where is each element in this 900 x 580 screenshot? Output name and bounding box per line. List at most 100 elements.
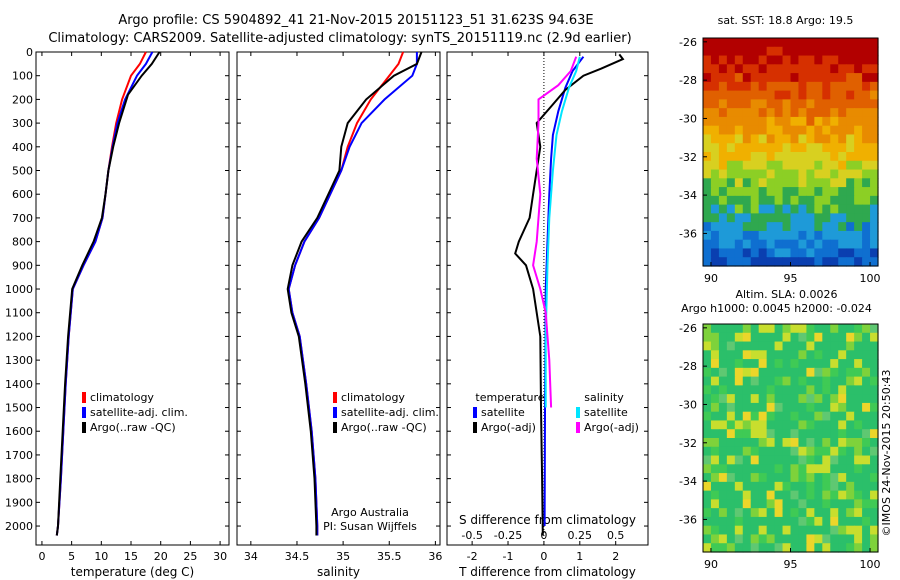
heatmap-cell — [870, 81, 879, 92]
heatmap-cell — [870, 248, 879, 258]
heatmap-cell — [846, 464, 855, 474]
heatmap-cell — [782, 108, 792, 118]
heatmap-cell — [822, 195, 831, 206]
heatmap-cell — [750, 332, 760, 343]
heatmap-cell — [703, 402, 712, 413]
heatmap-cell — [742, 438, 752, 448]
heatmap-cell — [734, 359, 744, 369]
heatmap-cell — [734, 534, 744, 544]
heatmap-cell — [846, 350, 855, 360]
heatmap-cell — [718, 230, 728, 241]
heatmap-cell — [806, 332, 815, 343]
heatmap-cell — [830, 81, 839, 92]
heatmap-cell — [703, 99, 712, 109]
heatmap-cell — [862, 490, 871, 500]
heatmap-cell — [726, 169, 736, 179]
heatmap-cell — [846, 143, 855, 153]
heatmap-cell — [814, 499, 823, 509]
heatmap-cell — [870, 499, 879, 509]
heatmap-cell — [822, 534, 831, 544]
heatmap-cell — [734, 446, 744, 457]
heatmap-cell — [782, 367, 792, 378]
heatmap-cell — [854, 438, 863, 448]
heatmap-cell — [846, 125, 855, 136]
heatmap-cell — [710, 350, 720, 360]
heatmap-cell — [814, 55, 823, 65]
heatmap-cell — [830, 516, 839, 527]
heatmap-cell — [750, 125, 760, 136]
heatmap-cell — [718, 525, 728, 536]
heatmap-cell — [766, 46, 776, 57]
x-tick-label: 34 — [244, 550, 258, 563]
heatmap-cell — [830, 508, 839, 518]
heatmap-cell — [774, 187, 784, 197]
heatmap-cell — [774, 394, 784, 404]
heatmap-cell — [782, 324, 792, 334]
y-tick-label: 300 — [12, 117, 33, 130]
heatmap-cell — [830, 464, 839, 474]
heatmap-cell — [710, 187, 720, 197]
heatmap-cell — [703, 490, 712, 500]
heatmap-cell — [758, 73, 768, 83]
heatmap-cell — [854, 169, 863, 179]
heatmap-cell — [790, 324, 800, 334]
heatmap-cell — [742, 257, 752, 267]
heatmap-cell — [726, 359, 736, 369]
heatmap-cell — [774, 46, 784, 57]
heatmap-cell — [750, 490, 760, 500]
heatmap-cell — [822, 230, 831, 241]
heatmap-cell — [822, 222, 831, 232]
heatmap-cell — [782, 534, 792, 544]
heatmap-cell — [734, 178, 744, 188]
heatmap-cell — [862, 481, 871, 492]
heatmap-cell — [742, 195, 752, 206]
heatmap-cell — [710, 376, 720, 386]
heatmap-cell — [814, 152, 823, 162]
heatmap-cell — [814, 376, 823, 386]
heatmap-cell — [774, 429, 784, 439]
heatmap-cell — [846, 473, 855, 483]
heatmap-cell — [742, 187, 752, 197]
heatmap-cell — [750, 46, 760, 57]
y-tick-label: 1500 — [5, 402, 33, 415]
heatmap-cell — [710, 464, 720, 474]
heatmap-cell — [862, 143, 871, 153]
heatmap-cell — [806, 341, 815, 351]
heatmap-cell — [774, 230, 784, 241]
heatmap-cell — [774, 499, 784, 509]
heatmap-cell — [734, 73, 744, 83]
heatmap-cell — [830, 499, 839, 509]
heatmap-cell — [774, 143, 784, 153]
x-tick-label: -1 — [503, 550, 514, 563]
x-tick-label: 30 — [213, 550, 227, 563]
heatmap-cell — [814, 64, 823, 74]
heatmap-cell — [846, 152, 855, 162]
heatmap-cell — [862, 411, 871, 422]
heatmap-cell — [806, 213, 815, 223]
heatmap-cell — [742, 420, 752, 430]
heatmap-cell — [838, 376, 847, 386]
heatmap-cell — [750, 81, 760, 92]
heatmap-cell — [750, 350, 760, 360]
legend-panel-2: climatology satellite-adj. clim. Argo(..ra… — [333, 391, 439, 434]
heatmap-cell — [782, 99, 792, 109]
heatmap-cell — [726, 38, 736, 48]
heatmap-cell — [822, 473, 831, 483]
heatmap-cell — [774, 152, 784, 162]
heatmap-cell — [846, 499, 855, 509]
heatmap-cell — [766, 134, 776, 144]
heatmap-cell — [750, 446, 760, 457]
heatmap-cell — [742, 394, 752, 404]
heatmap-cell — [718, 376, 728, 386]
heatmap-cell — [822, 134, 831, 144]
lon-tick-label: 95 — [784, 558, 798, 571]
y-tick-label: 100 — [12, 70, 33, 83]
heatmap-cell — [782, 455, 792, 465]
heatmap-cell — [774, 420, 784, 430]
heatmap-cell — [870, 178, 879, 188]
heatmap-cell — [798, 230, 807, 241]
heatmap-cell — [862, 195, 871, 206]
heatmap-cell — [774, 543, 784, 553]
heatmap-cell — [814, 464, 823, 474]
